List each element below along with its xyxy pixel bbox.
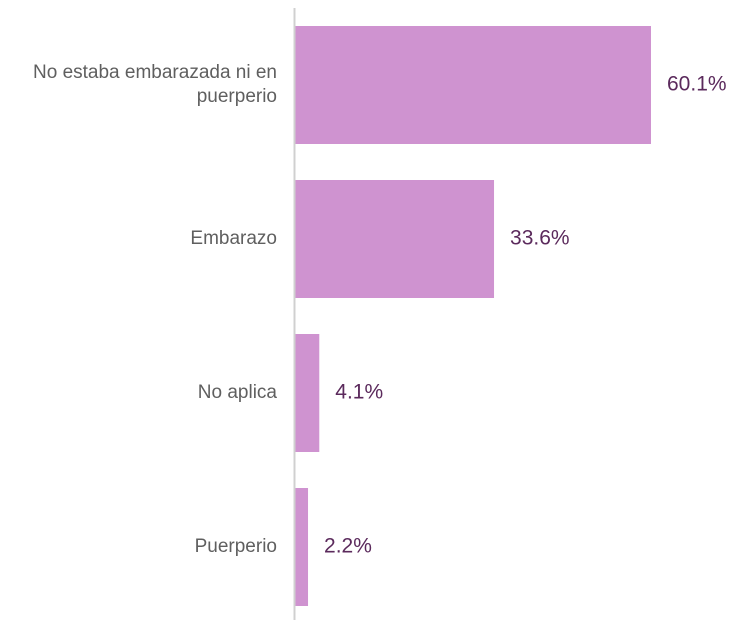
category-label-3-line-0: Puerperio — [195, 536, 277, 557]
category-label-0-line-0: No estaba embarazada ni en — [33, 62, 277, 83]
category-label-1: Embarazo — [190, 228, 277, 249]
value-label-3: 2.2% — [324, 535, 372, 558]
bar-3 — [295, 488, 309, 606]
category-label-2-line-0: No aplica — [198, 382, 278, 403]
value-label-2: 4.1% — [335, 381, 383, 404]
category-label-1-line-0: Embarazo — [190, 228, 277, 249]
category-label-0: No estaba embarazada ni en puerperio — [33, 62, 277, 107]
category-labels-group: No estaba embarazada ni en puerperio Embar… — [33, 62, 277, 557]
value-labels-group: 60.1% 33.6% 4.1% 2.2% — [324, 73, 727, 558]
value-label-0: 60.1% — [667, 73, 727, 96]
value-label-1: 33.6% — [510, 227, 570, 250]
bar-0 — [295, 26, 651, 144]
category-label-2: No aplica — [198, 382, 278, 403]
bar-1 — [295, 180, 495, 298]
bars-group — [295, 26, 651, 606]
bar-2 — [295, 334, 320, 452]
category-label-3: Puerperio — [195, 536, 277, 557]
category-label-0-line-1: puerperio — [197, 86, 277, 107]
